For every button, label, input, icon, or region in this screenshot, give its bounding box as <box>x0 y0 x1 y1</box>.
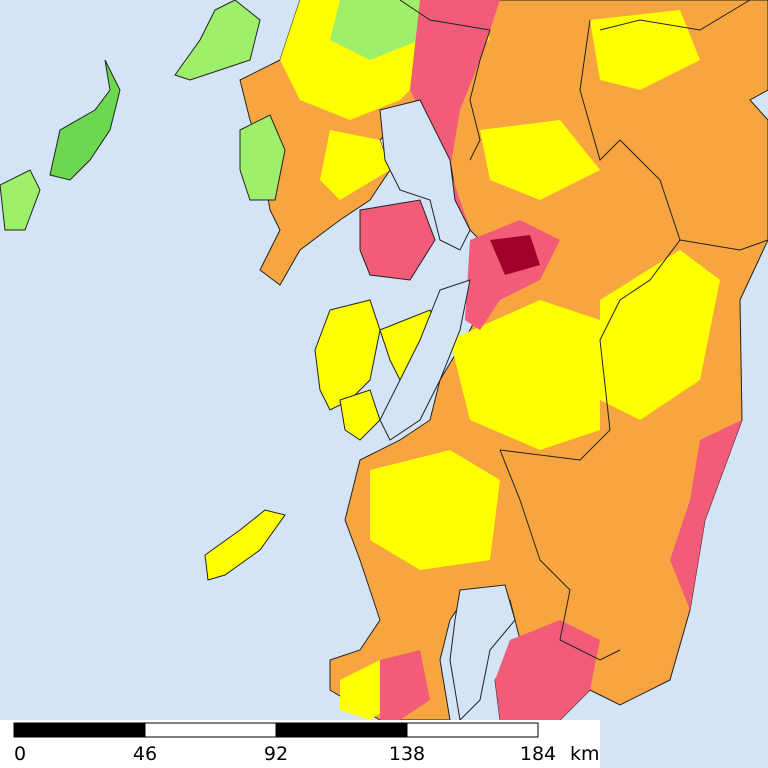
scale-tick-label: 184 <box>520 743 556 765</box>
scale-tick-label: 92 <box>264 743 288 765</box>
bay <box>379 99 471 251</box>
scale-tick-label: 0 <box>14 743 26 765</box>
bay <box>449 584 516 722</box>
scale-segment <box>406 722 539 738</box>
scale-segment <box>275 722 408 738</box>
borders <box>399 0 768 661</box>
scale-unit: km <box>570 743 600 765</box>
scale-tick-label: 46 <box>133 743 157 765</box>
bay <box>379 279 471 441</box>
scale-segment <box>144 722 277 738</box>
scale-segment <box>13 722 146 738</box>
land-cover <box>280 0 742 720</box>
scale-bar: 0 46 92 138 184 km <box>13 722 600 765</box>
scale-tick-label: 138 <box>389 743 425 765</box>
